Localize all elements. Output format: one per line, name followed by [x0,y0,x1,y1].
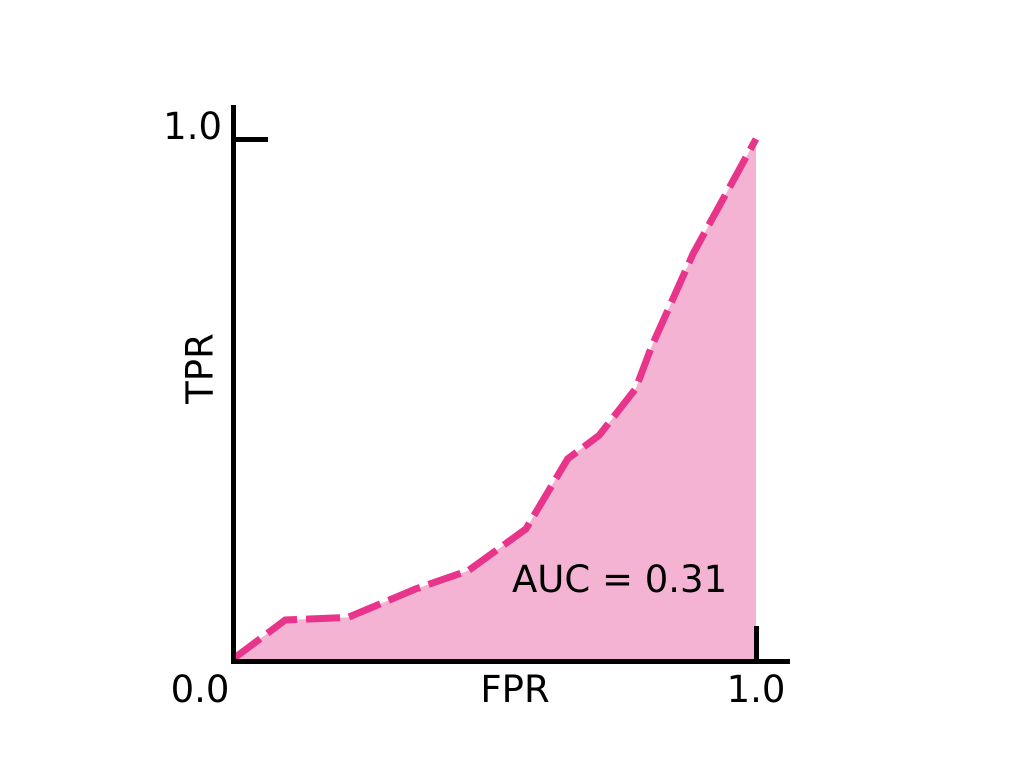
roc-area-fill [233,139,756,659]
y-axis-title: TPR [178,333,222,404]
auc-annotation: AUC = 0.31 [512,558,728,601]
x-axis-title: FPR [480,668,550,711]
x-axis-tick-label-1: 1.0 [726,668,786,711]
y-axis-tick-label-1: 1.0 [163,105,222,148]
x-axis-tick-label-0: 0.0 [170,668,230,711]
roc-curve-line [230,137,760,662]
